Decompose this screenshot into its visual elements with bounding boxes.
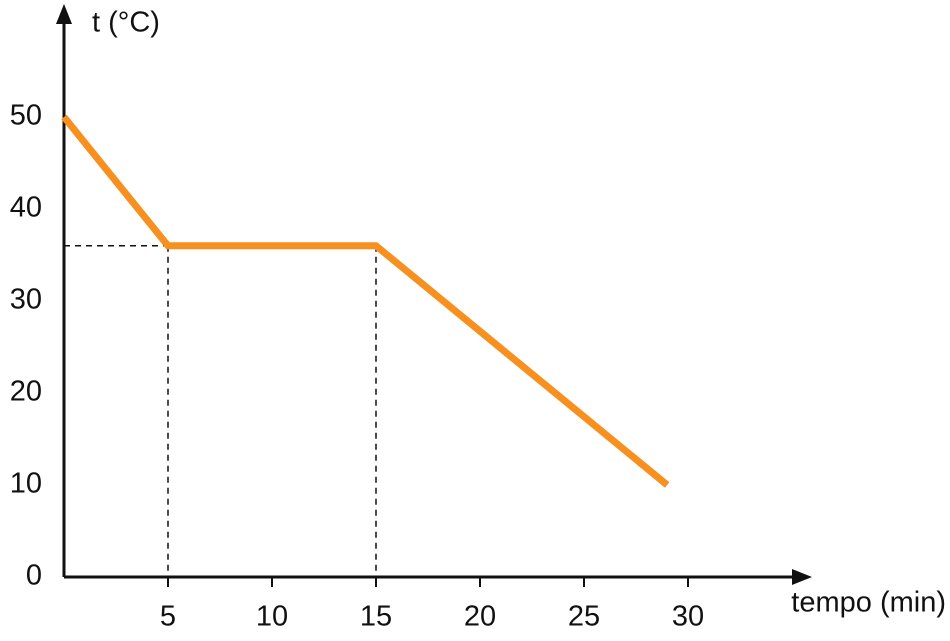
x-tick-label: 20 (464, 601, 496, 633)
y-axis-label: t (°C) (92, 7, 160, 39)
x-tick-label: 25 (568, 601, 600, 633)
y-tick-label: 10 (10, 468, 42, 500)
y-tick-label: 20 (10, 376, 42, 408)
y-tick-label: 30 (10, 284, 42, 316)
x-tick-label: 5 (160, 601, 176, 633)
data-line (61, 114, 670, 488)
y-tick-label: 0 (26, 560, 42, 592)
x-tick-label: 30 (672, 601, 704, 633)
y-tick-label: 40 (10, 192, 42, 224)
y-axis-arrow (56, 4, 72, 24)
x-axis-arrow (792, 569, 812, 585)
y-tick-label: 50 (10, 100, 42, 132)
x-axis-label: tempo (min) (791, 587, 946, 619)
x-tick-label: 10 (256, 601, 288, 633)
x-tick-label: 15 (360, 601, 392, 633)
